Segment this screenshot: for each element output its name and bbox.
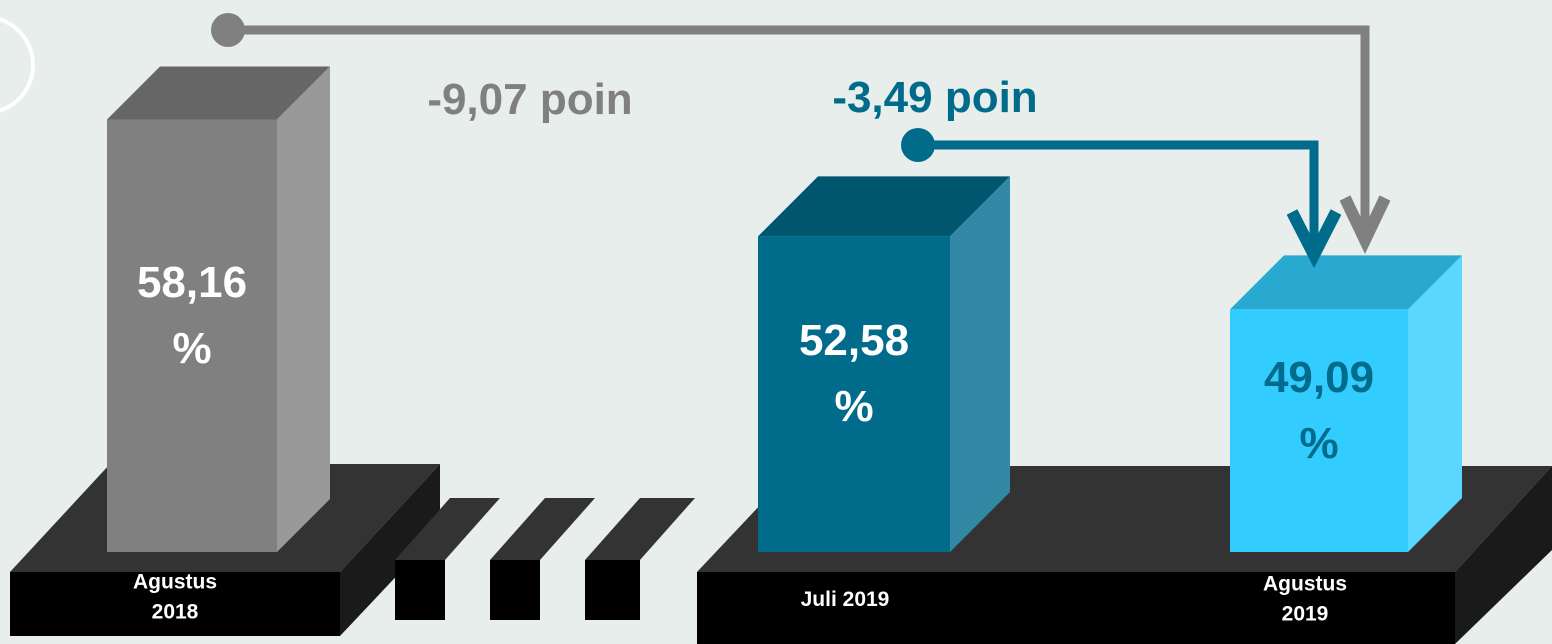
bar-top xyxy=(758,176,1010,237)
x-tick-label: Juli 2019 xyxy=(800,587,890,611)
bar xyxy=(758,236,950,553)
x-tick-label: Agustus 2019 xyxy=(1263,572,1347,626)
bar-side xyxy=(1408,255,1462,552)
arrow-line xyxy=(918,140,1319,255)
x-tick-label: Agustus 2018 xyxy=(133,570,217,624)
step-top xyxy=(490,498,595,560)
bar xyxy=(107,119,277,552)
step-top xyxy=(395,498,500,560)
step-top xyxy=(585,498,695,560)
bar-side xyxy=(950,176,1010,553)
value-label: 58,16 % xyxy=(136,257,248,373)
step-front xyxy=(585,560,640,620)
arrow-head xyxy=(1286,209,1342,269)
bars xyxy=(107,66,1462,553)
step-front xyxy=(490,560,540,620)
value-label: 49,09 % xyxy=(1263,352,1375,468)
annotation: -3,49 poin xyxy=(832,73,1038,122)
platform-side xyxy=(1455,466,1552,644)
platforms xyxy=(10,464,1552,644)
platform-side xyxy=(340,464,440,636)
platform-front xyxy=(10,572,340,636)
arrow-line xyxy=(228,25,1370,235)
arrow-dot xyxy=(211,13,245,47)
icon-ring xyxy=(0,17,35,113)
bar xyxy=(1230,309,1408,552)
arrow-head xyxy=(1339,195,1391,254)
bar-top xyxy=(1230,255,1462,310)
bar-side xyxy=(277,66,330,552)
arrow-dot xyxy=(901,128,935,162)
value-label: 52,58 % xyxy=(798,316,910,432)
step-front xyxy=(395,560,445,620)
annotation: -9,07 poin xyxy=(427,75,633,124)
arrows xyxy=(211,13,1391,269)
platform-front xyxy=(697,572,1455,644)
bar-top xyxy=(107,66,330,120)
